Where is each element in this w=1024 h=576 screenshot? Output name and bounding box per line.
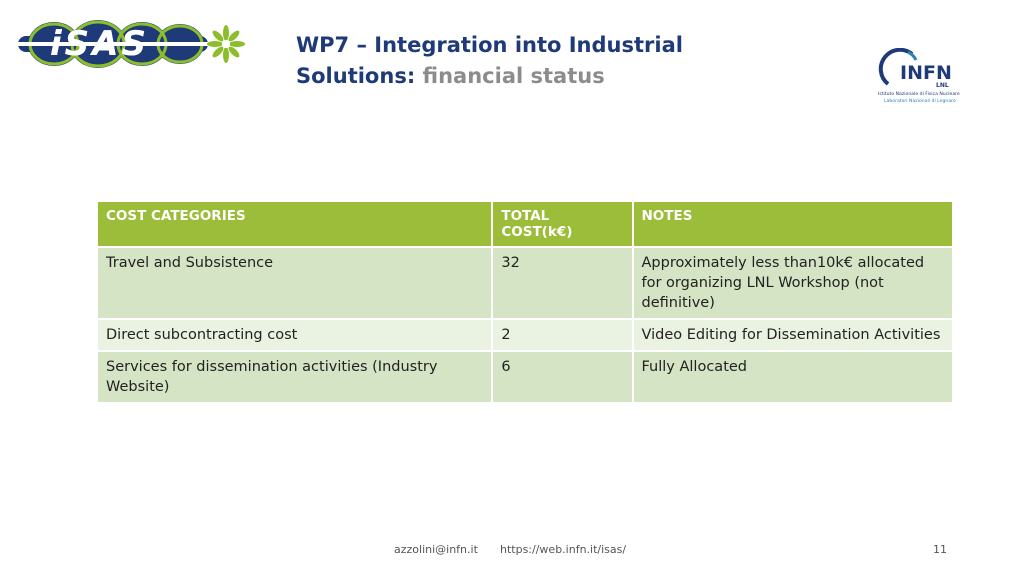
cell-cost: 6 — [493, 352, 632, 402]
cost-table: COST CATEGORIES TOTAL COST(k€) NOTES Tra… — [96, 200, 954, 404]
cell-category: Direct subcontracting cost — [98, 320, 492, 350]
cell-cost: 32 — [493, 248, 632, 318]
header-total-cost: TOTAL COST(k€) — [493, 202, 632, 246]
table-row: Travel and Subsistence 32 Approximately … — [98, 248, 952, 318]
title-line-2-strong: Solutions: — [296, 64, 416, 88]
infn-logo-arc-icon — [878, 48, 918, 86]
cell-cost: 2 — [493, 320, 632, 350]
table-row: Direct subcontracting cost 2 Video Editi… — [98, 320, 952, 350]
cell-category: Travel and Subsistence — [98, 248, 492, 318]
cell-category: Services for dissemination activities (I… — [98, 352, 492, 402]
infn-logo: INFN LNL Istituto Nazionale di Fisica Nu… — [876, 46, 966, 110]
table-header-row: COST CATEGORIES TOTAL COST(k€) NOTES — [98, 202, 952, 246]
title-line-2: Solutions: financial status — [296, 61, 736, 92]
page-number: 11 — [933, 543, 947, 556]
infn-lab-name: Laboratori Nazionali di Legnaro — [884, 99, 956, 104]
isas-logo-text: iSAS — [50, 24, 149, 64]
table-row: Services for dissemination activities (I… — [98, 352, 952, 402]
cell-notes: Approximately less than10k€ allocated fo… — [633, 248, 952, 318]
infn-wordmark: INFN — [900, 62, 952, 84]
cell-notes: Fully Allocated — [633, 352, 952, 402]
infn-lab-code: LNL — [936, 82, 949, 89]
footer-email: azzolini@infn.it — [394, 543, 478, 556]
cell-notes: Video Editing for Dissemination Activiti… — [633, 320, 952, 350]
title-line-1: WP7 – Integration into Industrial — [296, 33, 683, 57]
header-cost-categories: COST CATEGORIES — [98, 202, 492, 246]
header-notes: NOTES — [633, 202, 952, 246]
footer-url: https://web.infn.it/isas/ — [500, 543, 627, 556]
title-line-2-subtitle: financial status — [415, 64, 605, 88]
slide-title: WP7 – Integration into Industrial Soluti… — [296, 30, 736, 92]
isas-logo-graphic — [16, 20, 245, 68]
isas-logo: iSAS — [14, 12, 246, 76]
infn-institute-name: Istituto Nazionale di Fisica Nucleare — [878, 92, 960, 97]
